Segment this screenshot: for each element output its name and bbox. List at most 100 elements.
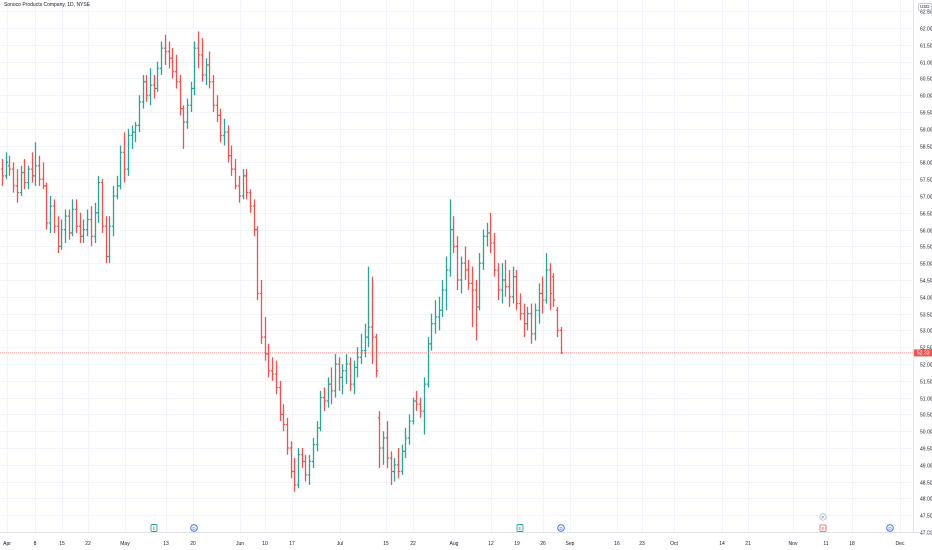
- ohlc-bar: [211, 75, 216, 112]
- ohlc-bar: [403, 427, 408, 459]
- dividend-marker[interactable]: D: [190, 524, 198, 532]
- time-tick-label: 18: [849, 541, 855, 547]
- ohlc-bar: [370, 276, 375, 364]
- ohlc-bar: [111, 185, 116, 237]
- ohlc-bar: [518, 293, 523, 321]
- ohlc-bar: [152, 75, 157, 99]
- price-axis[interactable]: 47.00 47.50 48.00 48.50 49.00 49.50 50.00 50.50…: [913, 0, 932, 537]
- price-tick-label: 48.50: [920, 481, 932, 487]
- last-price-label: 52.33: [917, 351, 930, 357]
- ohlc-bar: [363, 323, 368, 358]
- ohlc-bar: [307, 454, 312, 485]
- ohlc-bar: [315, 421, 320, 452]
- ohlc-bar: [392, 458, 397, 482]
- chart-grid: [0, 0, 912, 533]
- ohlc-bar: [466, 259, 471, 291]
- dividend-marker[interactable]: D: [557, 524, 565, 532]
- chart-title: Sonoco Products Company, 1D, NYSE: [4, 2, 91, 8]
- currency-button[interactable]: USD: [918, 3, 932, 11]
- ohlc-bar: [233, 159, 238, 190]
- time-tick-label: 21: [745, 541, 751, 547]
- ohlc-bar: [185, 98, 190, 129]
- price-tick-label: 47.50: [920, 514, 932, 520]
- ohlc-bar: [326, 377, 331, 408]
- ohlc-bar: [389, 451, 394, 485]
- marker-label: E: [518, 526, 521, 531]
- ohlc-bar: [218, 108, 223, 143]
- ohlc-bar: [407, 414, 412, 445]
- time-tick-label: 10: [262, 541, 268, 547]
- ohlc-bar: [37, 155, 42, 186]
- time-tick-label: 16: [614, 541, 620, 547]
- ohlc-bar: [477, 253, 482, 311]
- time-axis[interactable]: Apr 8 15 22 May 13 20 Jun 10 17 Jul 15 22 Aug 12 19 26 Se…: [0, 532, 932, 548]
- ohlc-bar: [52, 199, 57, 233]
- ohlc-bar: [19, 165, 24, 196]
- ohlc-bar: [474, 280, 479, 341]
- time-tick-label: Dec: [896, 541, 905, 547]
- ohlc-bar: [337, 357, 342, 391]
- ohlc-bar: [440, 280, 445, 317]
- ohlc-bar: [296, 448, 301, 489]
- time-tick-label: 17: [289, 541, 295, 547]
- ohlc-bar: [411, 397, 416, 425]
- ohlc-bar: [451, 216, 456, 254]
- ohlc-bar: [133, 122, 138, 143]
- ohlc-bar: [448, 199, 453, 277]
- ohlc-bar: [189, 81, 194, 112]
- price-tick-label: 52.00: [920, 363, 932, 369]
- price-tick-label: 48.00: [920, 497, 932, 503]
- event-markers: E D E D PE D: [150, 513, 894, 532]
- ohlc-bar: [130, 125, 135, 149]
- ohlc-bar: [500, 263, 505, 304]
- time-tick-label: May: [120, 541, 130, 547]
- earnings-marker[interactable]: E: [150, 524, 158, 532]
- ohlc-bar: [74, 199, 79, 233]
- ohlc-bar: [537, 283, 542, 324]
- ohlc-bar: [4, 152, 9, 180]
- ohlc-bar: [292, 458, 297, 492]
- time-tick-label: 11: [823, 541, 828, 547]
- ohlc-bar: [26, 165, 31, 190]
- ohlc-bar: [525, 306, 530, 331]
- price-tick-label: 61.50: [920, 44, 932, 50]
- ohlc-bar: [433, 300, 438, 334]
- time-tick-label: Jul: [337, 541, 343, 547]
- ohlc-bar: [444, 256, 449, 311]
- dividend-marker[interactable]: D: [886, 524, 894, 532]
- ohlc-bar: [252, 199, 257, 237]
- ohlc-bar: [263, 316, 268, 361]
- marker-label: D: [559, 526, 563, 531]
- ohlc-bar: [30, 152, 35, 183]
- ohlc-bars: [0, 31, 564, 492]
- ohlc-bar: [81, 219, 86, 244]
- ohlc-bar: [355, 347, 360, 378]
- ohlc-bar: [104, 216, 109, 264]
- time-tick-label: 22: [85, 541, 91, 547]
- earnings-marker[interactable]: E: [516, 524, 524, 532]
- marker-label: D: [888, 526, 892, 531]
- ohlc-bar: [237, 175, 242, 203]
- ohlc-bar: [418, 397, 423, 418]
- time-tick-label: 20: [190, 541, 196, 547]
- ohlc-bar: [137, 95, 142, 133]
- earnings-marker[interactable]: PE: [819, 513, 827, 532]
- ohlc-bar: [511, 266, 516, 304]
- ohlc-bar: [396, 448, 401, 479]
- ohlc-bar: [359, 333, 364, 364]
- time-tick-label: 13: [163, 541, 169, 547]
- price-tick-label: 55.00: [920, 262, 932, 268]
- ohlc-bar: [44, 182, 49, 230]
- price-tick-label: 49.00: [920, 464, 932, 470]
- last-price-label-bg: [914, 349, 932, 357]
- marker-label: P: [821, 515, 824, 520]
- price-tick-label: 51.50: [920, 380, 932, 386]
- ohlc-bar: [85, 209, 90, 237]
- ohlc-bar: [266, 343, 271, 378]
- price-tick-label: 58.50: [920, 145, 932, 151]
- ohlc-bar: [159, 41, 164, 76]
- ohlc-bar: [248, 189, 253, 213]
- ohlc-bar: [178, 75, 183, 116]
- ohlc-bar: [244, 169, 249, 200]
